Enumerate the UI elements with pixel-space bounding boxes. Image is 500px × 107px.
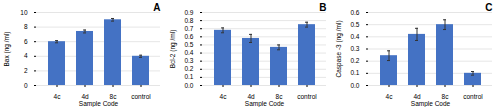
svg-text:0.4: 0.4 bbox=[350, 33, 359, 40]
svg-text:Bcl-2 (ng /ml): Bcl-2 (ng /ml) bbox=[169, 30, 177, 69]
svg-text:0.7: 0.7 bbox=[184, 25, 193, 32]
svg-text:0.0: 0.0 bbox=[350, 82, 359, 89]
svg-text:10: 10 bbox=[20, 9, 28, 16]
svg-text:0.4: 0.4 bbox=[184, 49, 193, 56]
svg-text:Caspase -3 (ng /ml): Caspase -3 (ng /ml) bbox=[335, 20, 343, 77]
svg-text:0.5: 0.5 bbox=[350, 21, 359, 28]
svg-text:0.8: 0.8 bbox=[184, 17, 193, 24]
svg-text:control: control bbox=[131, 93, 151, 100]
svg-text:8: 8 bbox=[24, 23, 28, 30]
svg-text:8c: 8c bbox=[275, 93, 283, 101]
svg-text:0.1: 0.1 bbox=[184, 73, 193, 80]
svg-text:0.3: 0.3 bbox=[350, 45, 359, 52]
svg-text:0.9: 0.9 bbox=[184, 9, 193, 16]
svg-text:0.1: 0.1 bbox=[350, 69, 359, 76]
svg-text:4d: 4d bbox=[247, 93, 255, 101]
svg-text:8c: 8c bbox=[109, 93, 117, 101]
svg-text:0.5: 0.5 bbox=[184, 41, 193, 48]
svg-text:0.2: 0.2 bbox=[184, 65, 193, 72]
svg-text:0: 0 bbox=[24, 82, 28, 89]
svg-text:0.6: 0.6 bbox=[350, 9, 359, 16]
svg-text:4c: 4c bbox=[54, 93, 62, 100]
svg-text:4c: 4c bbox=[386, 93, 394, 100]
svg-text:2: 2 bbox=[24, 67, 28, 74]
svg-text:4: 4 bbox=[24, 52, 28, 59]
svg-text:Bax (ng /ml): Bax (ng /ml) bbox=[3, 31, 11, 66]
svg-text:6: 6 bbox=[24, 38, 28, 45]
svg-text:0.3: 0.3 bbox=[184, 57, 193, 64]
svg-text:4d: 4d bbox=[81, 93, 89, 101]
svg-text:A: A bbox=[153, 2, 160, 13]
svg-text:4c: 4c bbox=[220, 93, 228, 100]
svg-text:Sample Code: Sample Code bbox=[411, 100, 451, 107]
svg-text:8c: 8c bbox=[441, 93, 449, 101]
svg-text:C: C bbox=[485, 2, 492, 13]
svg-text:4d: 4d bbox=[413, 93, 421, 101]
svg-text:0.6: 0.6 bbox=[184, 33, 193, 40]
svg-text:0.0: 0.0 bbox=[184, 82, 193, 89]
svg-text:B: B bbox=[319, 2, 326, 13]
svg-text:Sample Code: Sample Code bbox=[79, 100, 119, 107]
svg-text:Sample Code: Sample Code bbox=[245, 100, 285, 107]
svg-text:0.2: 0.2 bbox=[350, 57, 359, 64]
svg-text:control: control bbox=[297, 93, 317, 100]
svg-text:control: control bbox=[463, 93, 483, 100]
